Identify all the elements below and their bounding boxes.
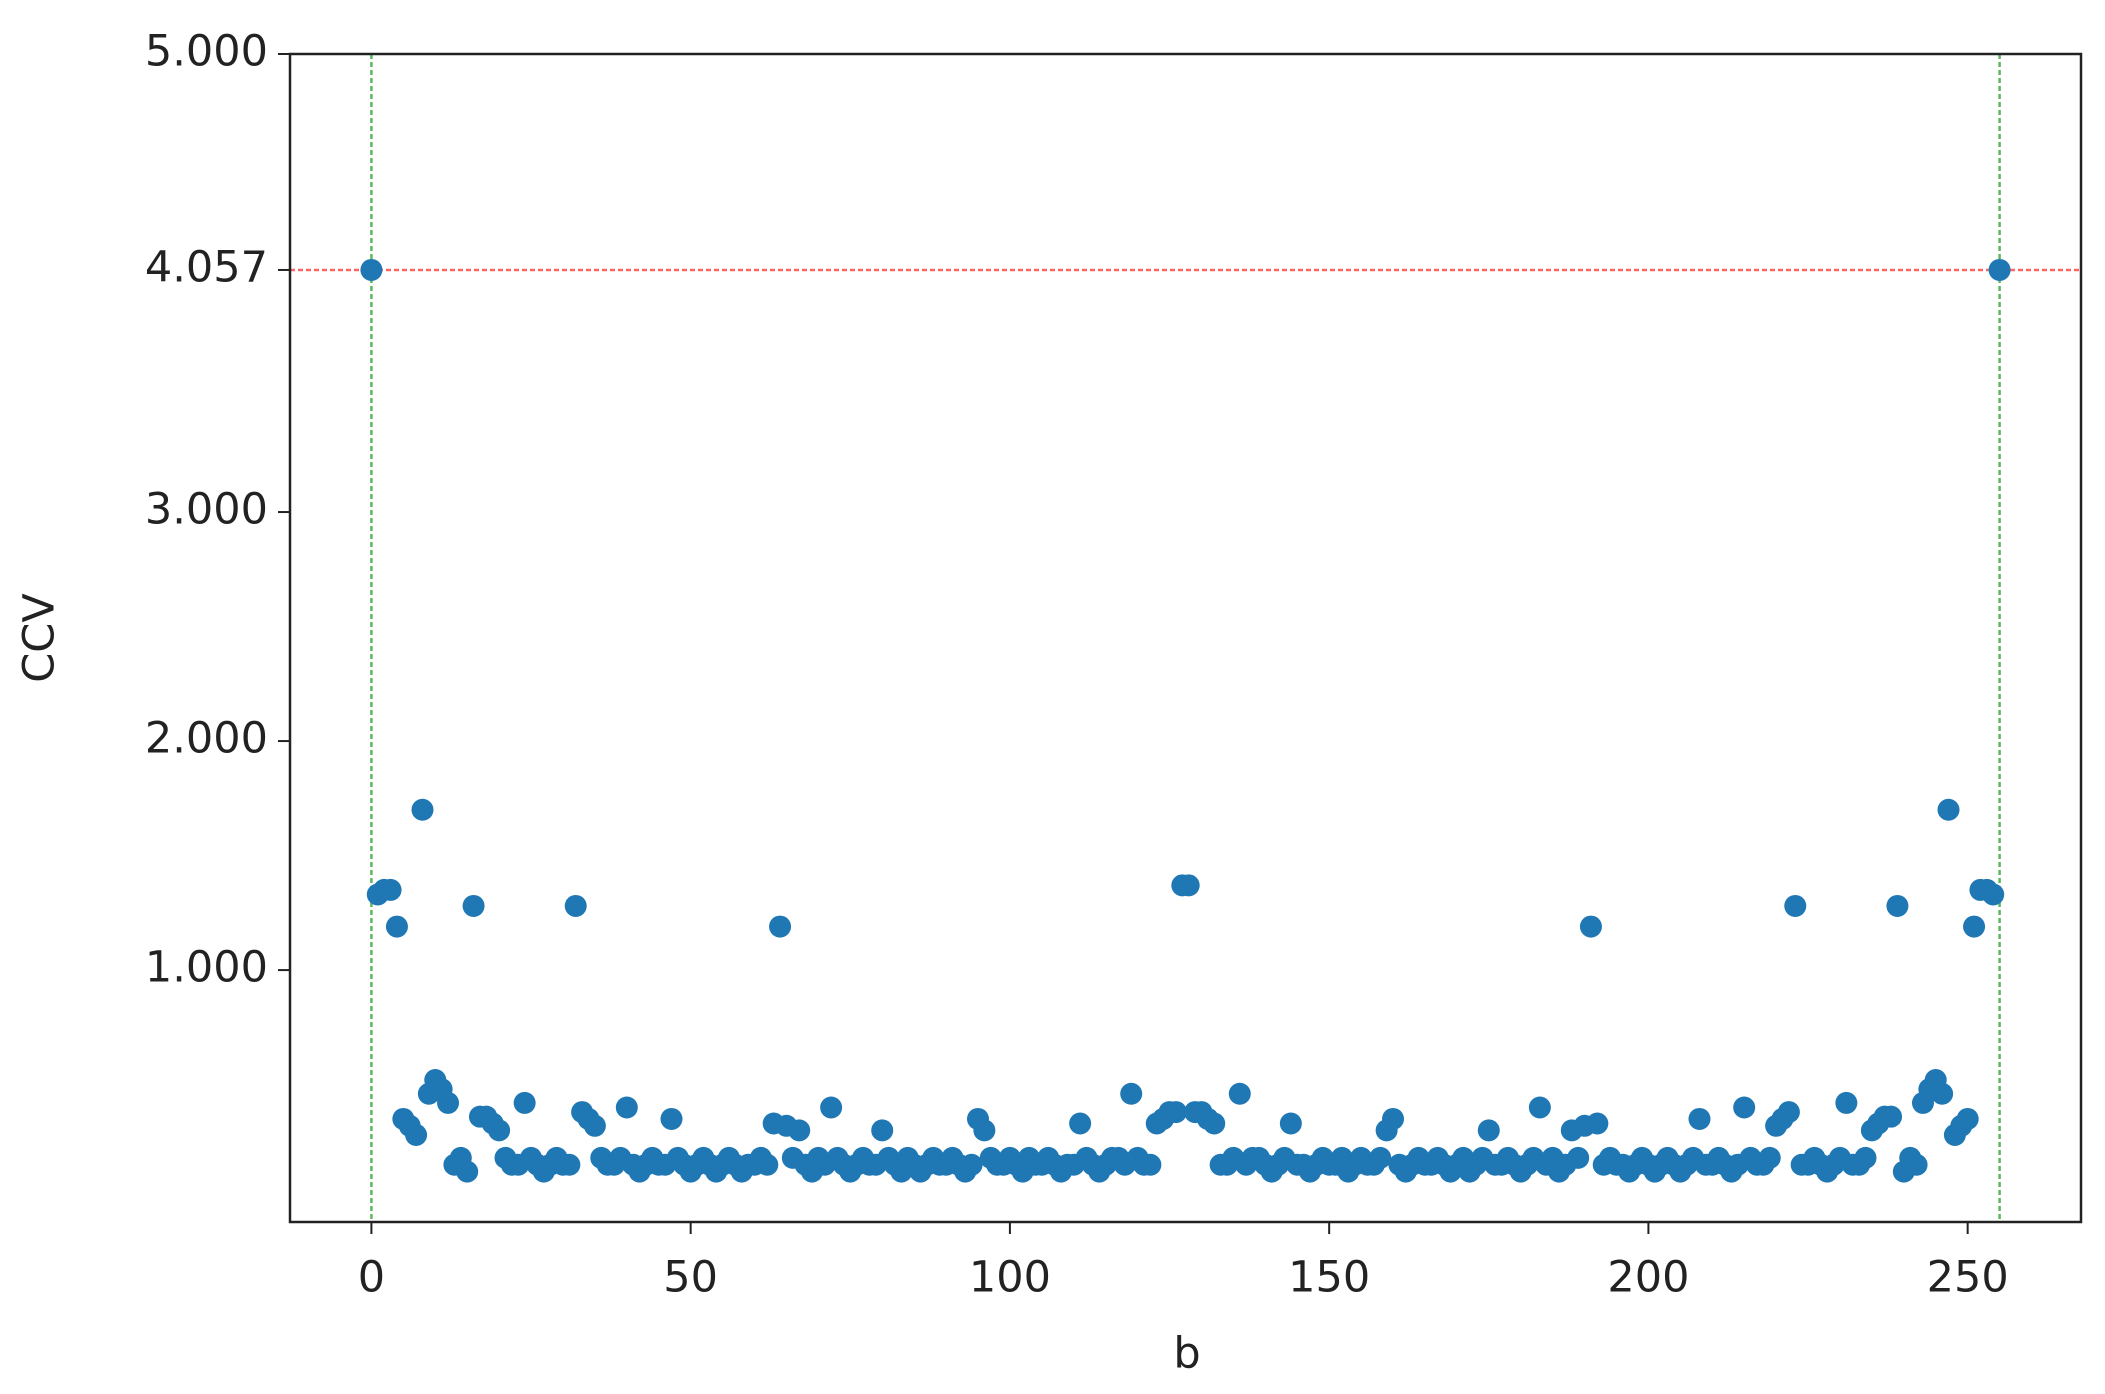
point xyxy=(1120,1082,1143,1105)
point xyxy=(960,1153,983,1176)
point xyxy=(1988,258,2011,281)
point xyxy=(385,915,408,938)
point xyxy=(1784,894,1807,917)
point xyxy=(411,798,434,821)
y-tick-label: 1.000 xyxy=(145,943,268,993)
point xyxy=(379,878,402,901)
point xyxy=(1937,798,1960,821)
x-tick-label: 50 xyxy=(663,1253,718,1303)
y-tick-label: 2.000 xyxy=(145,714,268,764)
point xyxy=(871,1119,894,1142)
point xyxy=(1177,874,1200,897)
point xyxy=(1382,1107,1405,1130)
point xyxy=(1586,1112,1609,1135)
point xyxy=(756,1153,779,1176)
point xyxy=(437,1091,460,1114)
point xyxy=(1777,1101,1800,1124)
point xyxy=(1477,1119,1500,1142)
point xyxy=(1688,1107,1711,1130)
point xyxy=(1369,1146,1392,1169)
y-tick-label: 3.000 xyxy=(145,485,268,535)
point xyxy=(564,894,587,917)
y-tick-label: 4.057 xyxy=(145,242,268,292)
point xyxy=(1069,1112,1092,1135)
x-tick-label: 100 xyxy=(969,1253,1051,1303)
point xyxy=(788,1119,811,1142)
point xyxy=(973,1119,996,1142)
point xyxy=(1528,1096,1551,1119)
point xyxy=(615,1096,638,1119)
point xyxy=(1579,915,1602,938)
point xyxy=(1228,1082,1251,1105)
point xyxy=(769,915,792,938)
x-tick-label: 250 xyxy=(1927,1253,2009,1303)
point xyxy=(456,1160,479,1183)
point xyxy=(583,1114,606,1137)
point xyxy=(1203,1112,1226,1135)
x-axis-label: b xyxy=(1173,1329,1200,1379)
point xyxy=(488,1119,511,1142)
point xyxy=(1886,894,1909,917)
point xyxy=(1835,1091,1858,1114)
point xyxy=(405,1123,428,1146)
point xyxy=(1758,1146,1781,1169)
point xyxy=(1956,1107,1979,1130)
point xyxy=(660,1107,683,1130)
x-tick-label: 200 xyxy=(1607,1253,1689,1303)
point xyxy=(1905,1153,1928,1176)
x-tick-label: 0 xyxy=(358,1253,385,1303)
x-tick-label: 150 xyxy=(1288,1253,1370,1303)
y-tick-label: 5.000 xyxy=(145,27,268,77)
point xyxy=(513,1091,536,1114)
point xyxy=(360,258,383,281)
point xyxy=(1567,1146,1590,1169)
point xyxy=(1982,883,2005,906)
point xyxy=(462,894,485,917)
plot-frame xyxy=(288,52,2083,1224)
point xyxy=(1880,1105,1903,1128)
point xyxy=(820,1096,843,1119)
point xyxy=(1733,1096,1756,1119)
y-axis-label: CCV xyxy=(15,593,65,683)
point xyxy=(1963,915,1986,938)
point xyxy=(558,1153,581,1176)
point xyxy=(1279,1112,1302,1135)
point xyxy=(1931,1082,1954,1105)
point xyxy=(1164,1101,1187,1124)
point xyxy=(1139,1153,1162,1176)
point xyxy=(1854,1146,1877,1169)
